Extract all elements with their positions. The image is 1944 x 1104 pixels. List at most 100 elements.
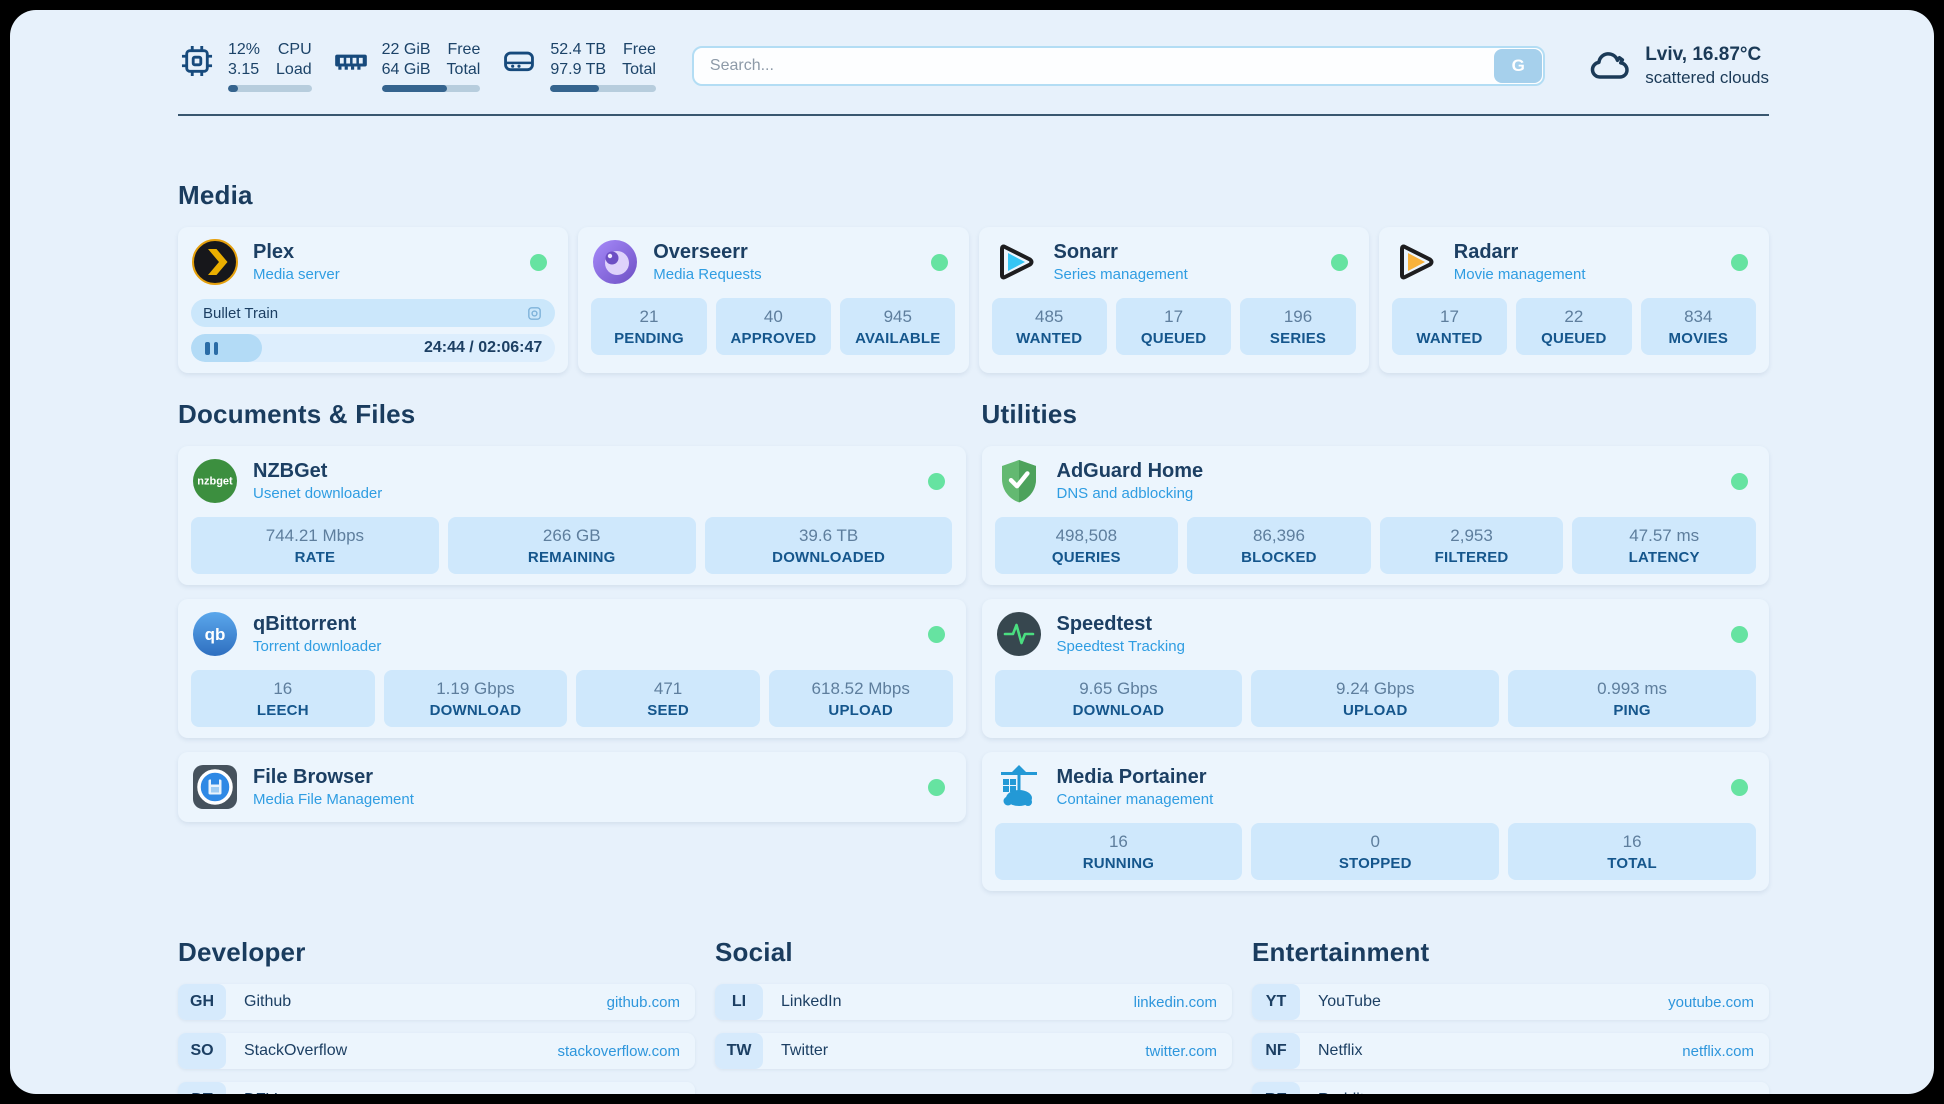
stat-wanted: 17 WANTED: [1391, 298, 1508, 355]
section-title-utilities: Utilities: [981, 399, 1078, 429]
memory-total-label: Total: [446, 61, 481, 78]
stat-seed: 471 SEED: [576, 670, 760, 727]
status-dot: [1731, 253, 1748, 271]
app-card-nzbget[interactable]: nzbget NZBGet Usenet downloader 744.21 M…: [178, 446, 966, 585]
bookmark-group-developer: Developer GH Github github.com SO StackO…: [178, 937, 695, 1094]
app-card-portainer[interactable]: Media Portainer Container management 16 …: [981, 752, 1769, 891]
search-engine-button[interactable]: G: [1494, 49, 1543, 83]
stat-stopped: 0 STOPPED: [1251, 823, 1500, 880]
bookmark-url[interactable]: twitter.com: [1145, 1042, 1217, 1060]
app-name: Media Portainer: [1056, 766, 1207, 788]
app-card-overseerr[interactable]: Overseerr Media Requests 21 PENDING 40 A…: [578, 227, 969, 373]
radarr-icon: [1392, 238, 1440, 286]
app-card-filebrowser[interactable]: File Browser Media File Management: [178, 752, 966, 822]
bookmark-url[interactable]: stackoverflow.com: [557, 1042, 680, 1060]
bookmark-url[interactable]: youtube.com: [1668, 993, 1754, 1011]
bookmark-url[interactable]: github.com: [606, 993, 680, 1011]
speedtest-icon: [995, 610, 1043, 658]
app-subtitle: Container management: [1056, 791, 1214, 808]
topbar: 12% 3.15 CPU Load: [178, 40, 1769, 92]
ram-icon: [334, 54, 367, 70]
weather-widget: Lviv, 16.87°C scattered clouds: [1587, 44, 1769, 88]
bookmark-url[interactable]: linkedin.com: [1133, 993, 1217, 1011]
status-dot: [927, 778, 945, 796]
bookmark-twitter[interactable]: TW Twitter twitter.com: [715, 1033, 1232, 1069]
qbittorrent-icon: qb: [191, 610, 239, 658]
pause-button[interactable]: [205, 341, 218, 355]
status-dot: [930, 253, 948, 271]
stat-approved: 40 APPROVED: [715, 298, 832, 355]
bookmark-name: YouTube: [1318, 993, 1381, 1010]
bookmark-reddit[interactable]: RE Reddit reddit.com: [1252, 1082, 1769, 1094]
svg-text:qb: qb: [205, 625, 226, 644]
status-dot: [1330, 253, 1348, 271]
stat-upload: 9.24 Gbps UPLOAD: [1251, 670, 1500, 727]
cloud-icon: [1590, 52, 1629, 79]
svg-text:nzbget: nzbget: [197, 476, 233, 488]
app-name: Speedtest: [1056, 613, 1153, 635]
adguard-icon: [995, 457, 1043, 505]
topbar-divider: [178, 114, 1769, 116]
stat-series: 196 SERIES: [1240, 298, 1356, 355]
app-subtitle: Media server: [253, 266, 340, 283]
app-card-qbittorrent[interactable]: qb qBittorrent Torrent downloader 16 LEE…: [178, 599, 966, 738]
section-title-media: Media: [178, 180, 253, 210]
app-name: Overseerr: [653, 241, 748, 263]
cpu-widget: 12% 3.15 CPU Load: [178, 40, 312, 92]
app-card-sonarr[interactable]: Sonarr Series management 485 WANTED 17 Q…: [978, 227, 1369, 373]
stat-leech: 16 LEECH: [191, 670, 375, 727]
bookmark-badge: SO: [178, 1033, 226, 1069]
stat-downloaded: 39.6 TB DOWNLOADED: [704, 517, 953, 574]
section-title-developer: Developer: [178, 937, 306, 967]
bookmark-name: DEV: [244, 1091, 277, 1094]
now-playing-bar: Bullet Train: [191, 299, 556, 327]
status-dot: [927, 625, 945, 643]
playback-progress-bar: 24:44 / 02:06:47: [191, 334, 556, 362]
bookmark-url[interactable]: netflix.com: [1682, 1042, 1754, 1060]
app-subtitle: Movie management: [1453, 266, 1586, 283]
stat-latency: 47.57 ms LATENCY: [1572, 517, 1756, 574]
app-card-radarr[interactable]: Radarr Movie management 17 WANTED 22 QUE…: [1378, 227, 1769, 373]
stat-pending: 21 PENDING: [591, 298, 707, 355]
media-cards: Plex Media server Bullet Train 24:44 / 0…: [178, 227, 1769, 373]
app-card-plex[interactable]: Plex Media server Bullet Train 24:44 / 0…: [178, 227, 569, 373]
stat-filtered: 2,953 FILTERED: [1379, 517, 1564, 574]
bookmark-stackoverflow[interactable]: SO StackOverflow stackoverflow.com: [178, 1033, 695, 1069]
bookmark-badge: TW: [715, 1033, 763, 1069]
bookmark-group-social: Social LI LinkedIn linkedin.com TW Twitt…: [715, 937, 1232, 1082]
cpu-load-value: 3.15: [228, 61, 260, 78]
storage-total-label: Total: [622, 61, 656, 78]
status-dot: [530, 253, 548, 271]
documents-column: Documents & Files nzbget NZBGet Usenet d…: [178, 399, 966, 822]
bookmark-url[interactable]: reddit.com: [1684, 1092, 1754, 1095]
nzbget-icon: nzbget: [191, 457, 239, 505]
stat-blocked: 86,396 BLOCKED: [1187, 517, 1371, 574]
memory-progress-track: [381, 85, 481, 92]
app-name: NZBGet: [253, 460, 328, 482]
cpu-usage-value: 12%: [228, 41, 261, 58]
bookmark-youtube[interactable]: YT YouTube youtube.com: [1252, 984, 1769, 1020]
app-name: qBittorrent: [253, 613, 357, 635]
section-title-social: Social: [715, 937, 793, 967]
memory-free-label: Free: [447, 41, 481, 58]
portainer-icon: [995, 763, 1043, 811]
filebrowser-icon: [191, 763, 239, 811]
bookmark-url[interactable]: dev.to: [640, 1092, 680, 1095]
bookmark-github[interactable]: GH Github github.com: [178, 984, 695, 1020]
playback-progress-fill: [191, 334, 263, 362]
now-playing-session-icon: [528, 306, 542, 320]
utilities-column: Utilities AdGuard Home DNS and adblockin…: [981, 399, 1769, 891]
app-name: AdGuard Home: [1056, 460, 1204, 482]
cpu-label: CPU: [277, 41, 312, 58]
search-input[interactable]: [691, 46, 1546, 86]
stat-available: 945 AVAILABLE: [840, 298, 956, 355]
bookmark-linkedin[interactable]: LI LinkedIn linkedin.com: [715, 984, 1232, 1020]
app-card-speedtest[interactable]: Speedtest Speedtest Tracking 9.65 Gbps D…: [981, 599, 1769, 738]
cpu-progress-fill: [228, 85, 239, 92]
app-card-adguard[interactable]: AdGuard Home DNS and adblocking 498,508 …: [981, 446, 1769, 585]
bookmark-netflix[interactable]: NF Netflix netflix.com: [1252, 1033, 1769, 1069]
stat-movies: 834 MOVIES: [1640, 298, 1756, 355]
bookmark-dev[interactable]: DT DEV dev.to: [178, 1082, 695, 1094]
stat-remaining: 266 GB REMAINING: [447, 517, 696, 574]
